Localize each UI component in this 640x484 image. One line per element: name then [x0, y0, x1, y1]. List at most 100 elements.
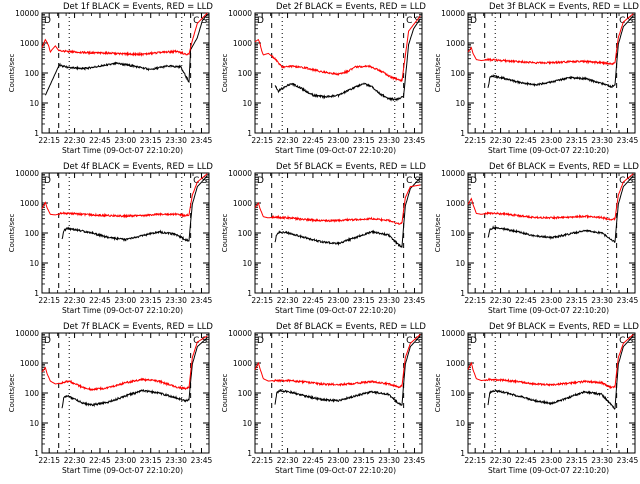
plot-frame [41, 332, 210, 454]
chart-title: Det 8f BLACK = Events, RED = LLD [276, 322, 426, 332]
series-events-line [274, 18, 421, 102]
x-tick-label: 23:30 [591, 136, 613, 145]
x-tick-label: 23:30 [165, 456, 187, 465]
y-tick-label: 1000 [233, 199, 252, 208]
x-tick-label: 22:15 [251, 296, 273, 305]
series-lld-line [254, 334, 421, 389]
y-tick-label: 10000 [15, 169, 39, 178]
y-tick-label: 100 [25, 229, 40, 238]
x-tick-label: 22:45 [89, 136, 111, 145]
y-tick-label: 10000 [15, 9, 39, 18]
y-tick-label: 1 [460, 449, 465, 458]
marker-letter-c: C [193, 176, 199, 186]
x-tick-label: 22:30 [277, 136, 299, 145]
y-tick-label: 10 [455, 419, 465, 428]
y-tick-label: 10000 [228, 9, 252, 18]
chart-title: Det 1f BLACK = Events, RED = LLD [63, 2, 213, 12]
marker-letter-c: C [193, 336, 199, 346]
x-tick-label: 23:30 [165, 136, 187, 145]
y-tick-label: 10000 [441, 169, 465, 178]
x-tick-label: 23:00 [328, 296, 350, 305]
plot-frame [254, 332, 423, 454]
y-tick-label: 100 [25, 69, 40, 78]
y-axis-label: Counts/sec [221, 54, 229, 93]
x-tick-label: 23:15 [566, 136, 588, 145]
series-lld-line [41, 12, 208, 57]
y-tick-label: 1000 [446, 359, 465, 368]
y-tick-label: 100 [238, 229, 253, 238]
series-lld-line [254, 184, 421, 226]
x-tick-label: 23:00 [115, 456, 137, 465]
x-tick-label: 23:30 [165, 296, 187, 305]
y-tick-label: 10000 [15, 329, 39, 338]
x-tick-label: 23:45 [404, 296, 426, 305]
series-events-line [61, 337, 208, 409]
y-tick-label: 10 [29, 99, 39, 108]
y-tick-label: 100 [238, 389, 253, 398]
y-tick-label: 1 [460, 129, 465, 138]
x-tick-label: 23:30 [591, 296, 613, 305]
chart-title: Det 3f BLACK = Events, RED = LLD [489, 2, 639, 12]
y-tick-label: 1 [34, 129, 39, 138]
marker-letter-d: D [470, 176, 477, 186]
x-tick-label: 22:45 [89, 456, 111, 465]
marker-letter-d: D [257, 16, 264, 26]
series-events-line [274, 177, 421, 249]
x-tick-label: 22:30 [490, 456, 512, 465]
x-tick-label: 23:45 [617, 136, 639, 145]
plot-frame [467, 12, 636, 134]
marker-letter-s: S [627, 16, 633, 26]
x-tick-label: 23:15 [566, 296, 588, 305]
y-tick-label: 10 [242, 259, 252, 268]
y-tick-label: 10000 [228, 169, 252, 178]
series-lld-line [467, 173, 634, 221]
y-axis-label: Counts/sec [8, 214, 16, 253]
x-tick-label: 22:15 [38, 296, 60, 305]
x-tick-label: 23:15 [566, 456, 588, 465]
x-tick-label: 22:15 [251, 456, 273, 465]
chart-title: Det 5f BLACK = Events, RED = LLD [276, 162, 426, 172]
x-tick-label: 22:45 [302, 296, 324, 305]
y-tick-label: 10 [242, 419, 252, 428]
marker-letter-c: C [619, 16, 625, 26]
x-tick-label: 23:00 [115, 296, 137, 305]
x-tick-label: 23:00 [115, 136, 137, 145]
y-tick-label: 100 [451, 69, 466, 78]
x-tick-label: 23:00 [541, 296, 563, 305]
x-tick-label: 22:15 [464, 296, 486, 305]
y-tick-label: 10 [29, 259, 39, 268]
marker-letter-d: D [44, 336, 51, 346]
marker-letter-s: S [627, 176, 633, 186]
y-tick-label: 100 [238, 69, 253, 78]
x-tick-label: 23:30 [591, 456, 613, 465]
marker-letter-d: D [257, 176, 264, 186]
marker-letter-d: D [44, 176, 51, 186]
x-tick-label: 22:45 [515, 136, 537, 145]
x-tick-label: 23:45 [404, 456, 426, 465]
marker-letter-d: D [257, 336, 264, 346]
y-tick-label: 1000 [233, 359, 252, 368]
y-axis-label: Counts/sec [434, 214, 442, 253]
marker-letter-d: D [44, 16, 51, 26]
y-tick-label: 1000 [233, 39, 252, 48]
x-tick-label: 22:30 [64, 296, 86, 305]
x-tick-label: 22:15 [38, 136, 60, 145]
y-axis-label: Counts/sec [8, 374, 16, 413]
x-axis-label: Start Time (09-Oct-07 22:10:20) [488, 146, 609, 155]
series-lld-line [467, 13, 634, 66]
series-lld-line [467, 334, 634, 390]
x-tick-label: 22:15 [464, 136, 486, 145]
x-axis-label: Start Time (09-Oct-07 22:10:20) [275, 466, 396, 475]
x-tick-label: 23:45 [617, 456, 639, 465]
y-tick-label: 1 [247, 449, 252, 458]
x-tick-label: 23:45 [617, 296, 639, 305]
y-axis-label: Counts/sec [434, 374, 442, 413]
x-tick-label: 22:45 [302, 456, 324, 465]
x-tick-label: 23:15 [140, 136, 162, 145]
x-axis-label: Start Time (09-Oct-07 22:10:20) [62, 466, 183, 475]
marker-letter-c: C [193, 16, 199, 26]
x-tick-label: 22:45 [89, 296, 111, 305]
marker-letter-c: C [619, 176, 625, 186]
series-lld-line [41, 335, 208, 392]
